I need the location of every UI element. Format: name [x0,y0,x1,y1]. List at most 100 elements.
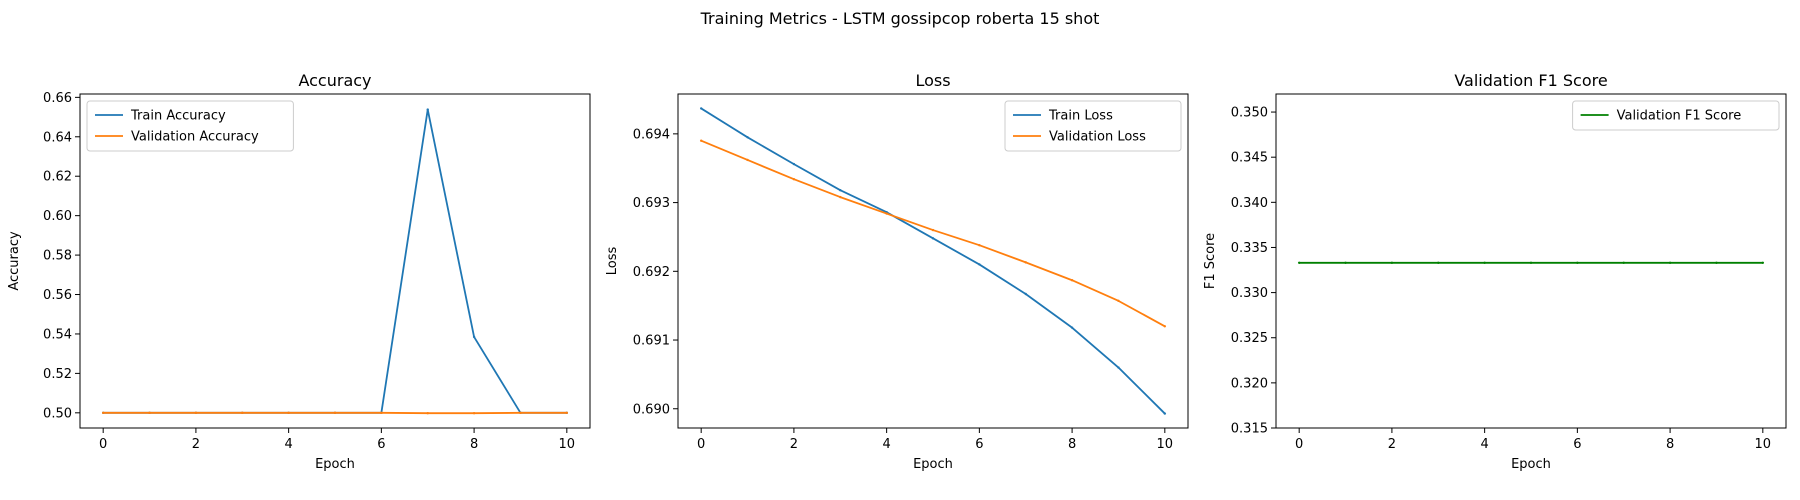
accuracy-y-axis-label: Accuracy [7,231,22,291]
loss-y-tick-label: 0.693 [633,196,670,211]
train-accuracy-point [472,335,476,339]
validation-accuracy-point [287,411,290,415]
validation-f1-score-point [1437,261,1440,265]
accuracy-x-tick-label: 2 [192,437,200,452]
accuracy-y-tick-label: 0.62 [43,170,72,185]
validation-accuracy-point [194,411,198,415]
loss-legend-frame [1004,100,1182,152]
accuracy-axes-frame [79,93,591,429]
validation-f1-score-y-tick-label: 0.350 [1231,106,1268,121]
loss-y-tick-label: 0.694 [633,127,670,142]
train-loss-point [839,189,842,192]
train-loss-point [1024,292,1027,296]
loss-y-tick-label: 0.692 [633,265,670,280]
accuracy-chart: Accuracy 0 2 4 6 8 10 0.50 0.52 0.54 0.56 0.58 0.60 0… [7,71,591,472]
loss-x-axis-label: Epoch [913,457,953,472]
accuracy-x-tick-label: 6 [377,437,385,452]
validation-accuracy-point [565,411,569,415]
validation-accuracy-point [333,411,337,415]
validation-f1-score-x-tick-label: 2 [1388,437,1396,452]
train-loss-point [931,237,935,240]
validation-f1-score-point [1344,261,1347,265]
validation-f1-score-y-tick-label: 0.320 [1231,376,1268,391]
loss-x-tick-label: 2 [790,437,798,452]
validation-f1-score-y-axis-label: F1 Score [1203,233,1218,289]
validation-loss-point [978,243,981,247]
validation-loss-point [885,212,888,215]
validation-f1-score-point [1529,261,1533,265]
validation-f1-score-point [1622,261,1625,265]
loss-x-tick-label: 6 [975,437,983,452]
validation-f1-score-point [1483,261,1486,265]
figure-suptitle: Training Metrics - LSTM gossipcop robert… [700,9,1100,28]
validation-f1-score-axes-frame [1275,93,1787,429]
loss-y-axis-label: Loss [605,247,620,276]
accuracy-x-axis-label: Epoch [315,457,355,472]
validation-loss-point [1024,261,1027,264]
legend-label-validation-f1-score: Validation F1 Score [1617,109,1742,124]
validation-loss-point [931,228,935,232]
train-loss-point [746,136,749,139]
accuracy-title: Accuracy [298,71,371,90]
validation-accuracy-point [241,411,244,415]
validation-f1-score-point [1668,261,1672,265]
train-loss-point [792,162,796,166]
accuracy-y-tick-label: 0.56 [43,288,72,303]
accuracy-y-tick-label: 0.60 [43,209,72,224]
validation-f1-score-y-tick-label: 0.345 [1231,151,1268,166]
validation-f1-score-point [1715,261,1718,265]
validation-f1-score-x-tick-label: 10 [1755,437,1772,452]
accuracy-x-tick-label: 8 [470,437,478,452]
validation-loss-point [839,195,842,199]
validation-f1-score-x-tick-label: 0 [1295,437,1303,452]
validation-loss-point [1070,279,1074,282]
loss-legend: Train Loss Validation Loss [1004,100,1182,152]
validation-f1-score-legend: Validation F1 Score [1572,100,1780,131]
validation-f1-score-point [1576,261,1579,265]
train-loss-point [1117,366,1120,369]
train-loss-point [978,263,981,266]
validation-f1-score-title: Validation F1 Score [1454,71,1607,90]
accuracy-y-tick-label: 0.66 [43,91,72,106]
loss-y-tick-label: 0.691 [633,334,670,349]
validation-accuracy-point [380,411,383,415]
validation-f1-score-x-tick-label: 6 [1573,437,1581,452]
validation-accuracy-point [519,411,522,415]
validation-f1-score-point [1761,261,1765,265]
validation-f1-score-legend-frame [1572,100,1780,131]
validation-loss-point [1163,325,1167,328]
validation-accuracy-point [101,411,105,415]
validation-f1-score-y-tick-label: 0.315 [1231,422,1268,437]
validation-loss-point [746,158,749,162]
validation-loss-point [1117,299,1120,303]
validation-f1-score-point [1390,261,1394,265]
accuracy-y-tick-label: 0.64 [43,130,72,145]
validation-f1-score-y-tick-label: 0.340 [1231,196,1268,211]
validation-f1-score-y-tick-label: 0.335 [1231,241,1268,256]
loss-title: Loss [915,71,950,90]
accuracy-y-tick-label: 0.54 [43,327,72,342]
accuracy-y-tick-label: 0.52 [43,367,72,382]
loss-x-tick-label: 4 [882,437,890,452]
validation-accuracy-point [426,412,429,415]
loss-x-tick-label: 10 [1157,437,1174,452]
accuracy-x-tick-label: 10 [559,437,576,452]
validation-f1-score-x-tick-label: 8 [1666,437,1674,452]
validation-f1-score-y-tick-label: 0.325 [1231,331,1268,346]
loss-chart: Loss 0 2 4 6 8 10 0.690 0.691 0.692 0.693 0.694 Epoc… [605,71,1189,472]
legend-label-train-loss: Train Loss [1048,109,1113,124]
legend-label-train-accuracy: Train Accuracy [130,109,226,124]
validation-accuracy-point [472,412,476,415]
validation-f1-score-point [1297,261,1301,265]
legend-label-validation-accuracy: Validation Accuracy [131,130,259,145]
validation-f1-score-y-tick-label: 0.330 [1231,286,1268,301]
validation-accuracy-point [148,411,151,415]
validation-f1-score-chart: Validation F1 Score 0 2 4 6 8 10 0.315 0.320 0.32… [1203,71,1787,472]
accuracy-x-tick-label: 0 [99,437,107,452]
train-loss-point [1070,326,1074,329]
accuracy-legend: Train Accuracy Validation Accuracy [86,100,294,152]
accuracy-x-tick-label: 4 [284,437,292,452]
loss-axes-frame [677,93,1189,429]
validation-f1-score-x-axis-label: Epoch [1511,457,1551,472]
